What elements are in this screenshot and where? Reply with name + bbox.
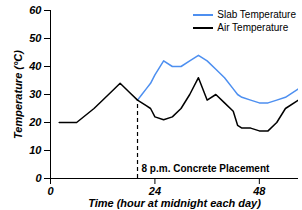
svg-text:24: 24 [148, 185, 161, 197]
svg-text:Time (hour at midnight each da: Time (hour at midnight each day) [88, 197, 261, 209]
svg-text:0: 0 [35, 172, 42, 184]
html-text:Slab Temperature: Slab Temperature [217, 9, 296, 20]
svg-text:60: 60 [29, 4, 42, 16]
svg-text:20: 20 [28, 116, 42, 128]
svg-text:8 p.m. Concrete Placement: 8 p.m. Concrete Placement [142, 163, 270, 174]
svg-text:50: 50 [29, 32, 42, 44]
html-text:Air Temperature: Air Temperature [217, 22, 289, 33]
svg-text:Temperature (°C): Temperature (°C) [12, 50, 24, 139]
svg-text:0: 0 [47, 185, 54, 197]
svg-text:48: 48 [252, 185, 266, 197]
svg-text:10: 10 [29, 144, 42, 156]
svg-text:30: 30 [29, 88, 42, 100]
svg-text:40: 40 [28, 60, 42, 72]
